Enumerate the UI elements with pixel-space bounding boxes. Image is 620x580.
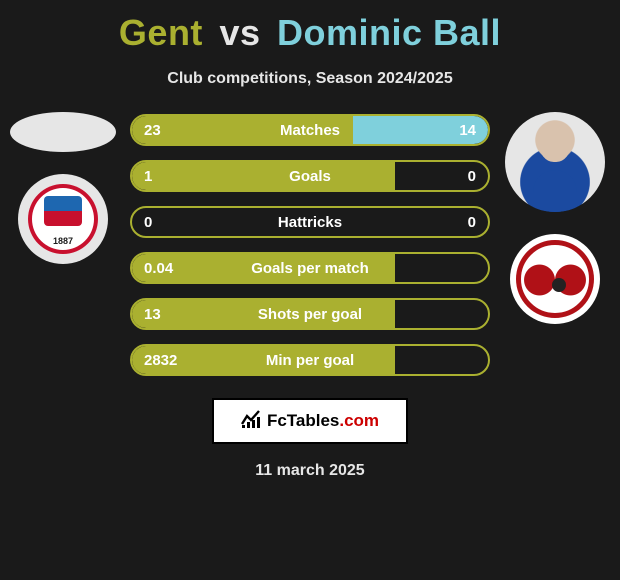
content-area: 1887 23Matches141Goals00Hattricks00.04Go… <box>0 112 620 376</box>
stat-row: 2832Min per goal <box>130 344 490 376</box>
stat-value-right: 0 <box>468 168 476 185</box>
stat-label: Matches <box>132 122 488 139</box>
stat-value-right: 0 <box>468 214 476 231</box>
stat-row: 0.04Goals per match <box>130 252 490 284</box>
title-player1: Gent <box>119 12 203 53</box>
stat-label: Goals per match <box>132 260 488 277</box>
player1-club-crest: 1887 <box>18 174 108 264</box>
brand-prefix: FcTables <box>267 411 339 430</box>
brand-text: FcTables.com <box>267 411 379 431</box>
brand-suffix: .com <box>339 411 379 430</box>
stat-label: Goals <box>132 168 488 185</box>
stat-row: 23Matches14 <box>130 114 490 146</box>
club1-year: 1887 <box>18 236 108 246</box>
right-player-column <box>500 112 610 324</box>
stat-value-right: 14 <box>459 122 476 139</box>
title-player2: Dominic Ball <box>277 12 501 53</box>
stat-label: Hattricks <box>132 214 488 231</box>
stat-row: 13Shots per goal <box>130 298 490 330</box>
title-vs: vs <box>219 12 260 53</box>
chart-icon <box>241 410 261 433</box>
stats-bars: 23Matches141Goals00Hattricks00.04Goals p… <box>130 112 490 376</box>
player2-photo <box>505 112 605 212</box>
page-title: Gent vs Dominic Ball <box>0 0 620 54</box>
player1-photo-placeholder <box>10 112 116 152</box>
stat-label: Shots per goal <box>132 306 488 323</box>
player2-club-crest <box>510 234 600 324</box>
left-player-column: 1887 <box>8 112 118 264</box>
stat-label: Min per goal <box>132 352 488 369</box>
subtitle: Club competitions, Season 2024/2025 <box>0 70 620 88</box>
stat-row: 1Goals0 <box>130 160 490 192</box>
date-text: 11 march 2025 <box>0 462 620 480</box>
branding-box: FcTables.com <box>212 398 408 444</box>
stat-row: 0Hattricks0 <box>130 206 490 238</box>
